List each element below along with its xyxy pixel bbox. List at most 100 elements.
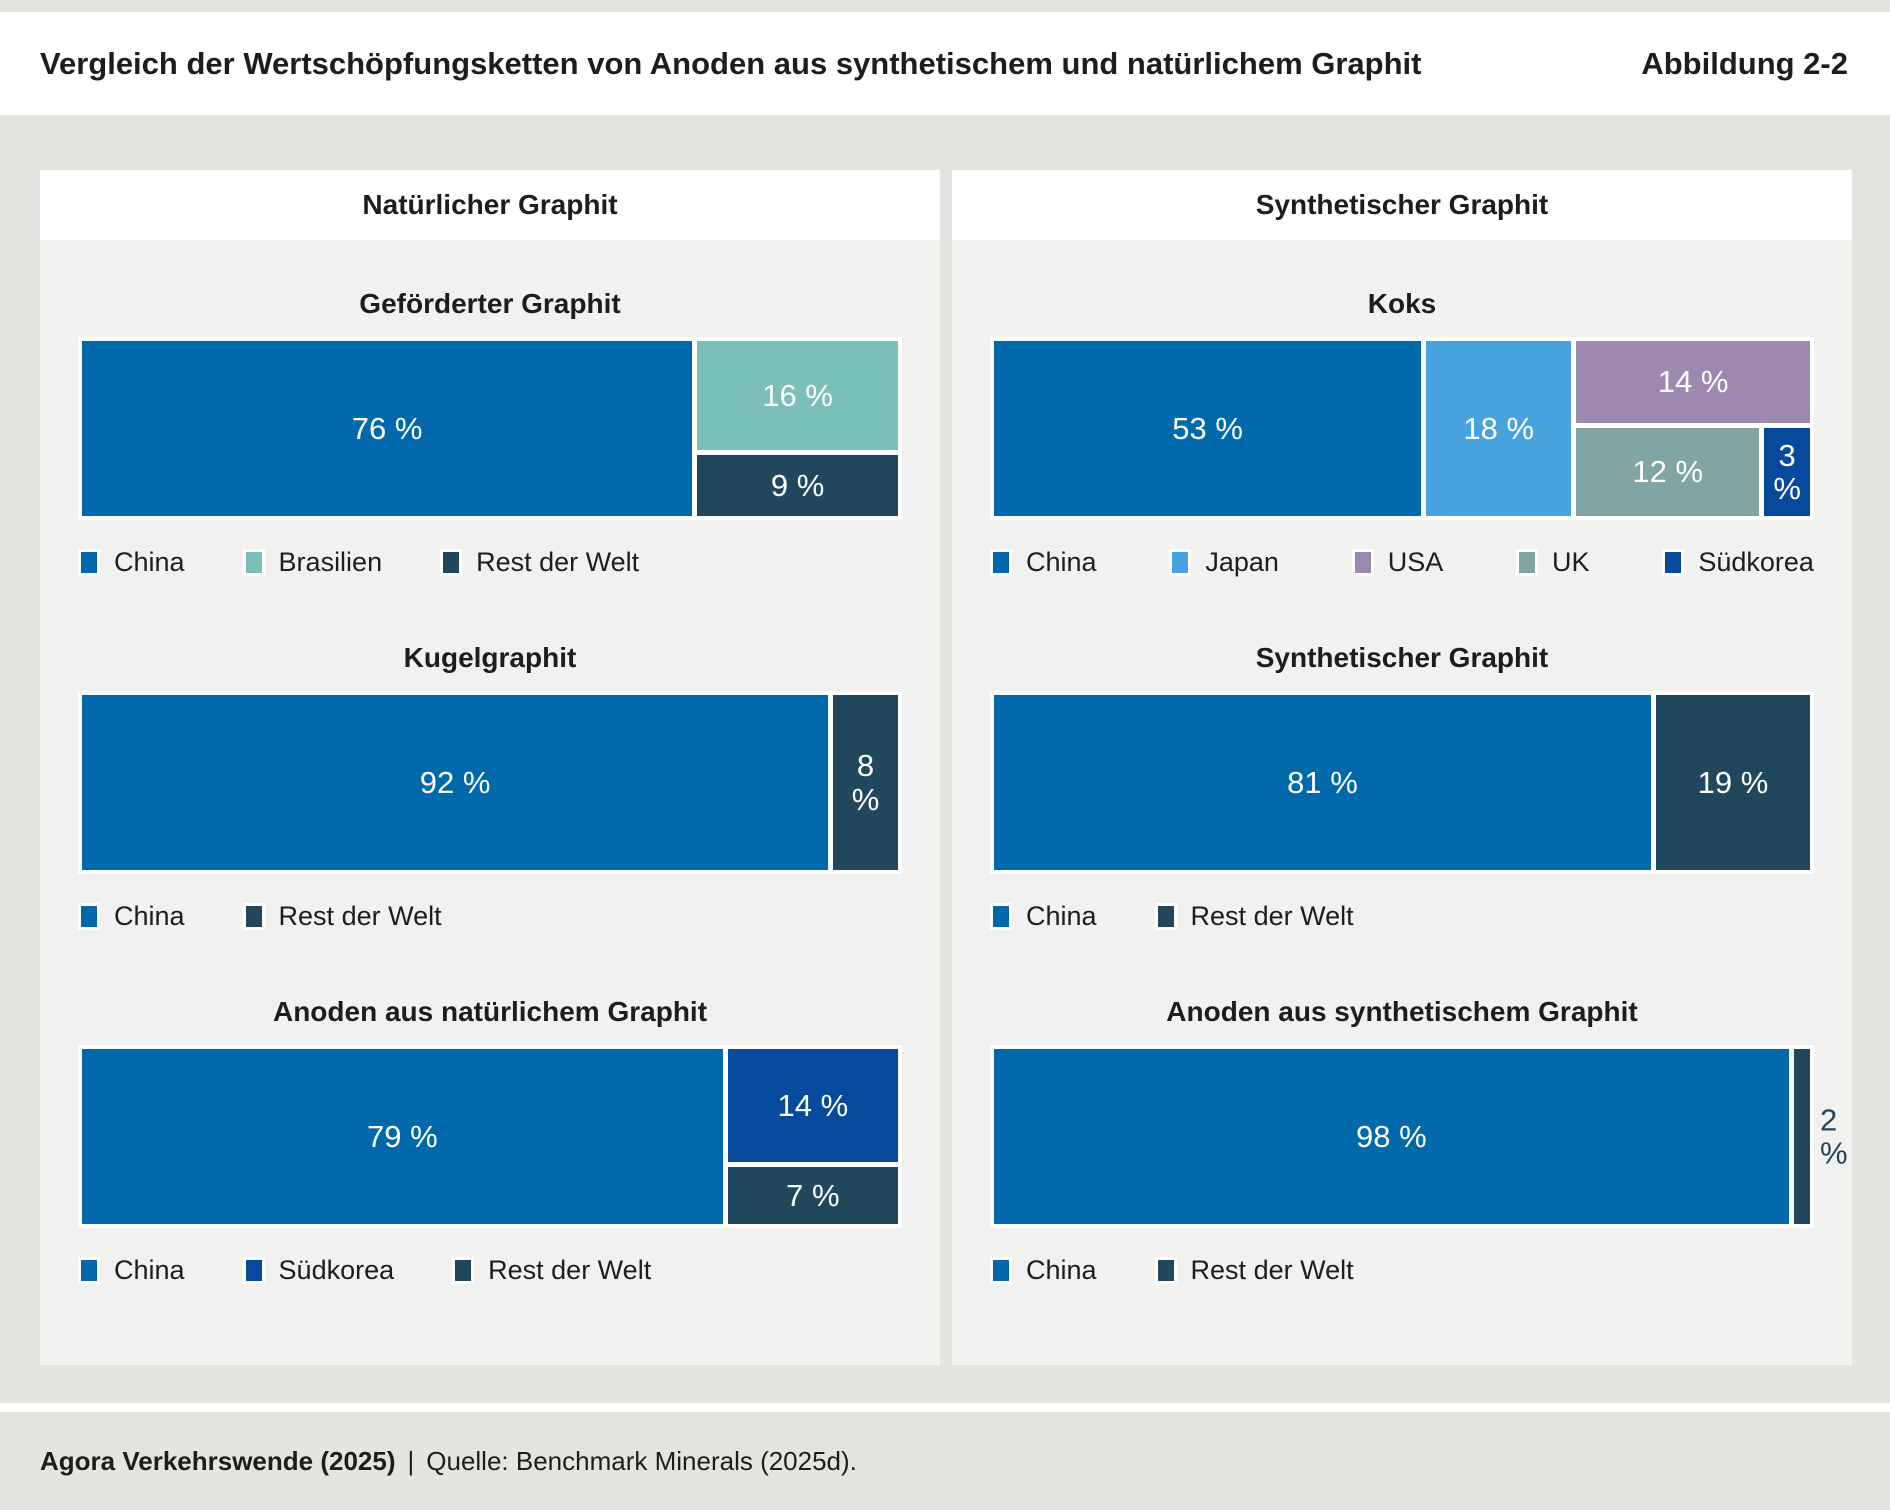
legend-swatch — [1351, 549, 1374, 576]
chart-gef-rderter-graphit: Geförderter Graphit 76 % 16 % 9 % China Brasi… — [78, 288, 902, 578]
legend-swatch — [990, 549, 1012, 576]
legend-swatch — [452, 1257, 475, 1284]
treemap-block-s-dkorea: 14 % — [727, 1049, 898, 1163]
legend-swatch — [1154, 903, 1177, 930]
legend-label: China — [1026, 901, 1097, 931]
treemap-block-china: 81 % — [994, 695, 1651, 870]
value-label: 14 % — [777, 1087, 849, 1123]
treemap-group: 14 % 7 % — [727, 1049, 898, 1224]
value-label: 9 % — [770, 467, 825, 503]
treemap-bar: 76 % 16 % 9 % — [78, 337, 902, 520]
legend: China Rest der Welt — [990, 901, 1814, 932]
legend-label: USA — [1387, 547, 1444, 577]
legend-label: Japan — [1205, 547, 1279, 577]
unit-line: % — [851, 781, 880, 817]
legend-swatch — [990, 903, 1012, 930]
treemap-block-china: 92 % — [82, 695, 829, 870]
value-label: 79 % — [367, 1118, 438, 1154]
treemap-root: 92 % 8% — [82, 695, 898, 870]
treemap-block-rest-der-welt: 2% — [1793, 1049, 1848, 1224]
value-label: 3% — [1773, 437, 1801, 507]
unit-line: % — [1773, 471, 1801, 507]
legend-item-china: China — [78, 547, 185, 578]
value-label: 8% — [852, 749, 880, 816]
chart-koks: Koks 53 % 18 % 14 % 12 % 3% China Japan USA UK Süd… — [990, 288, 1814, 578]
treemap-bar: 98 % 2% — [990, 1045, 1848, 1228]
panel-body: Geförderter Graphit 76 % 16 % 9 % China Brasi… — [40, 288, 940, 1286]
treemap-block-uk: 12 % — [1576, 428, 1760, 516]
legend-item-rest-der-welt: Rest der Welt — [242, 901, 442, 932]
treemap-block-china: 53 % — [994, 341, 1422, 516]
value-label: 14 % — [1657, 364, 1729, 400]
legend: China Rest der Welt — [78, 901, 902, 932]
value-label: 92 % — [419, 764, 491, 800]
treemap-block-rest-der-welt: 9 % — [697, 454, 898, 516]
legend-swatch — [440, 549, 463, 576]
footer-source-reference: Quelle: Benchmark Minerals (2025d). — [426, 1445, 857, 1476]
legend-swatch — [1169, 549, 1192, 576]
value-label: 19 % — [1697, 764, 1769, 800]
treemap-block-s-dkorea: 3% — [1764, 428, 1810, 516]
legend-swatch — [242, 549, 265, 576]
treemap-block-rest-der-welt: 7 % — [727, 1167, 898, 1224]
panel-title: Natürlicher Graphit — [40, 170, 940, 240]
value-label: 98 % — [1356, 1118, 1427, 1154]
unit-line: % — [1820, 1135, 1848, 1171]
chart-title: Koks — [1367, 288, 1437, 319]
panel-body: Koks 53 % 18 % 14 % 12 % 3% China Japan USA UK Süd… — [952, 288, 1852, 1286]
legend-item-china: China — [78, 1255, 185, 1286]
footer-pipe: | — [407, 1445, 415, 1476]
treemap-block-china: 76 % — [82, 341, 693, 516]
legend-item-china: China — [990, 1255, 1097, 1286]
treemap-root: 81 % 19 % — [994, 695, 1810, 870]
legend-label: Rest der Welt — [1190, 1255, 1354, 1285]
legend-item-china: China — [990, 901, 1097, 932]
treemap-block-china: 79 % — [82, 1049, 723, 1224]
chart-title: Kugelgraphit — [403, 642, 577, 673]
value-label: 53 % — [1172, 410, 1243, 446]
title-band: Vergleich der Wertschöpfungsketten von A… — [0, 12, 1890, 115]
legend: China Brasilien Rest der Welt — [78, 547, 902, 578]
legend-swatch — [242, 903, 265, 930]
treemap-root: 53 % 18 % 14 % 12 % 3% — [994, 341, 1810, 516]
value-line: 2 — [1820, 1102, 1838, 1138]
value-label: 16 % — [762, 377, 833, 413]
legend-item-china: China — [990, 547, 1097, 578]
treemap-block-brasilien: 16 % — [697, 341, 898, 450]
legend-label: China — [114, 1255, 185, 1285]
treemap-bar: 79 % 14 % 7 % — [78, 1045, 902, 1228]
panel-natural-graphite: Natürlicher Graphit Geförderter Graphit 7… — [40, 170, 940, 1365]
treemap-block-rest-der-welt: 19 % — [1655, 695, 1810, 870]
chart-title: Anoden aus synthetischem Graphit — [1166, 996, 1638, 1027]
value-label: 18 % — [1463, 410, 1535, 446]
footer-separator-strip — [0, 1403, 1890, 1412]
treemap-block-japan: 18 % — [1426, 341, 1572, 516]
legend-label: China — [114, 901, 185, 931]
legend-item-japan: Japan — [1169, 547, 1279, 578]
legend-item-china: China — [78, 901, 185, 932]
legend: China Südkorea Rest der Welt — [78, 1255, 902, 1286]
chart-title: Geförderter Graphit — [359, 288, 621, 319]
content-area: Natürlicher Graphit Geförderter Graphit 7… — [0, 115, 1890, 1403]
treemap-root: 76 % 16 % 9 % — [82, 341, 898, 516]
legend-label: Rest der Welt — [1190, 901, 1354, 931]
treemap-block-rest-der-welt: 8% — [833, 695, 898, 870]
treemap-bar: 81 % 19 % — [990, 691, 1814, 874]
legend-label: Rest der Welt — [476, 547, 640, 577]
legend-label: Rest der Welt — [278, 901, 442, 931]
panel-synthetic-graphite: Synthetischer Graphit Koks 53 % 18 % 14 % 12… — [952, 170, 1852, 1365]
legend-item-rest-der-welt: Rest der Welt — [452, 1255, 651, 1286]
value-label: 2% — [1820, 1103, 1848, 1170]
legend-swatch — [78, 1257, 100, 1284]
legend-swatch — [78, 549, 100, 576]
chart-anoden-aus-synthetischem-graphit: Anoden aus synthetischem Graphit 98 % 2% Ch… — [990, 996, 1848, 1286]
legend-item-usa: USA — [1351, 547, 1444, 578]
treemap-block-usa: 14 % — [1576, 341, 1810, 424]
value-line: 3 — [1778, 437, 1796, 473]
legend-swatch — [1154, 1257, 1177, 1284]
value-label: 12 % — [1632, 454, 1704, 490]
legend-label: Rest der Welt — [488, 1255, 652, 1285]
legend-item-brasilien: Brasilien — [242, 547, 382, 578]
treemap-group: 14 % 12 % 3% — [1576, 341, 1810, 516]
legend-item-s-dkorea: Südkorea — [1662, 547, 1814, 578]
